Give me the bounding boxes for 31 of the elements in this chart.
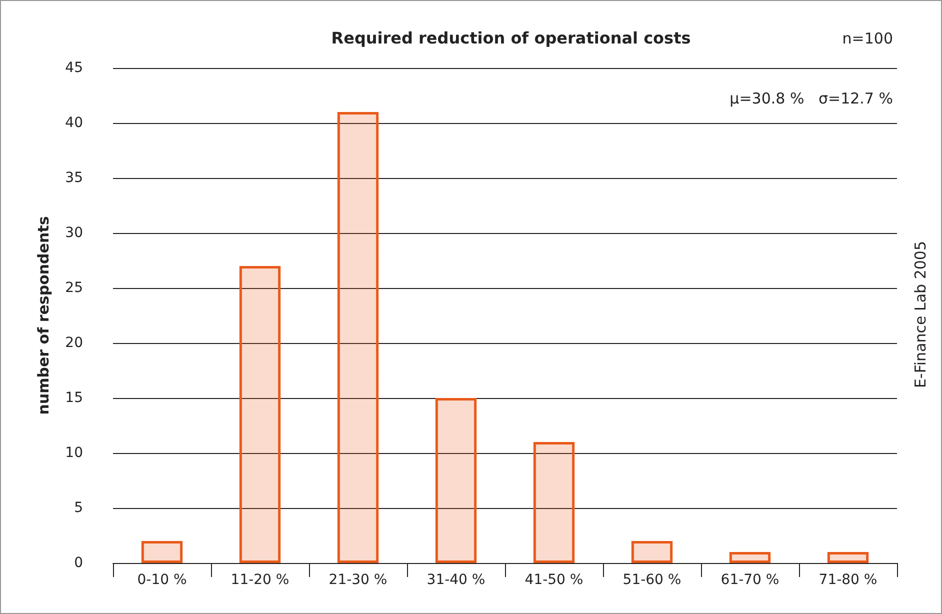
y-tick-label: 10 bbox=[65, 445, 83, 461]
y-tick-label: 35 bbox=[65, 170, 83, 186]
bar bbox=[827, 552, 869, 563]
bar bbox=[337, 112, 379, 563]
y-axis-title: number of respondents bbox=[34, 216, 52, 415]
text: n=100 bbox=[842, 30, 894, 48]
bar bbox=[631, 541, 673, 563]
bar bbox=[239, 266, 281, 563]
y-tick-label: 0 bbox=[74, 555, 83, 571]
x-tick-label: 31-40 % bbox=[426, 572, 486, 588]
x-tick-label: 71-80 % bbox=[818, 572, 878, 588]
x-tick-label: 41-50 % bbox=[524, 572, 584, 588]
y-tick-label: 5 bbox=[74, 500, 83, 516]
x-tick-label: 11-20 % bbox=[230, 572, 290, 588]
text: E-Finance Lab 2005 bbox=[912, 240, 930, 388]
y-tick-label: 15 bbox=[65, 390, 83, 406]
y-tick-label: 40 bbox=[65, 115, 83, 131]
bar bbox=[729, 552, 771, 563]
bar bbox=[141, 541, 183, 563]
x-tick-label: 61-70 % bbox=[720, 572, 780, 588]
x-tick-label: 0-10 % bbox=[137, 572, 187, 588]
annotation: μ=30.8 % σ=12.7 % bbox=[730, 90, 894, 108]
y-tick-label: 30 bbox=[65, 225, 83, 241]
bar bbox=[533, 442, 575, 563]
x-tick-label: 51-60 % bbox=[622, 572, 682, 588]
bar bbox=[435, 398, 477, 563]
y-tick-label: 20 bbox=[65, 335, 83, 351]
y-tick-label: 25 bbox=[65, 280, 83, 296]
y-tick-label: 45 bbox=[65, 60, 83, 76]
x-tick-label: 21-30 % bbox=[328, 572, 388, 588]
chart-title: Required reduction of operational costs bbox=[331, 28, 691, 48]
